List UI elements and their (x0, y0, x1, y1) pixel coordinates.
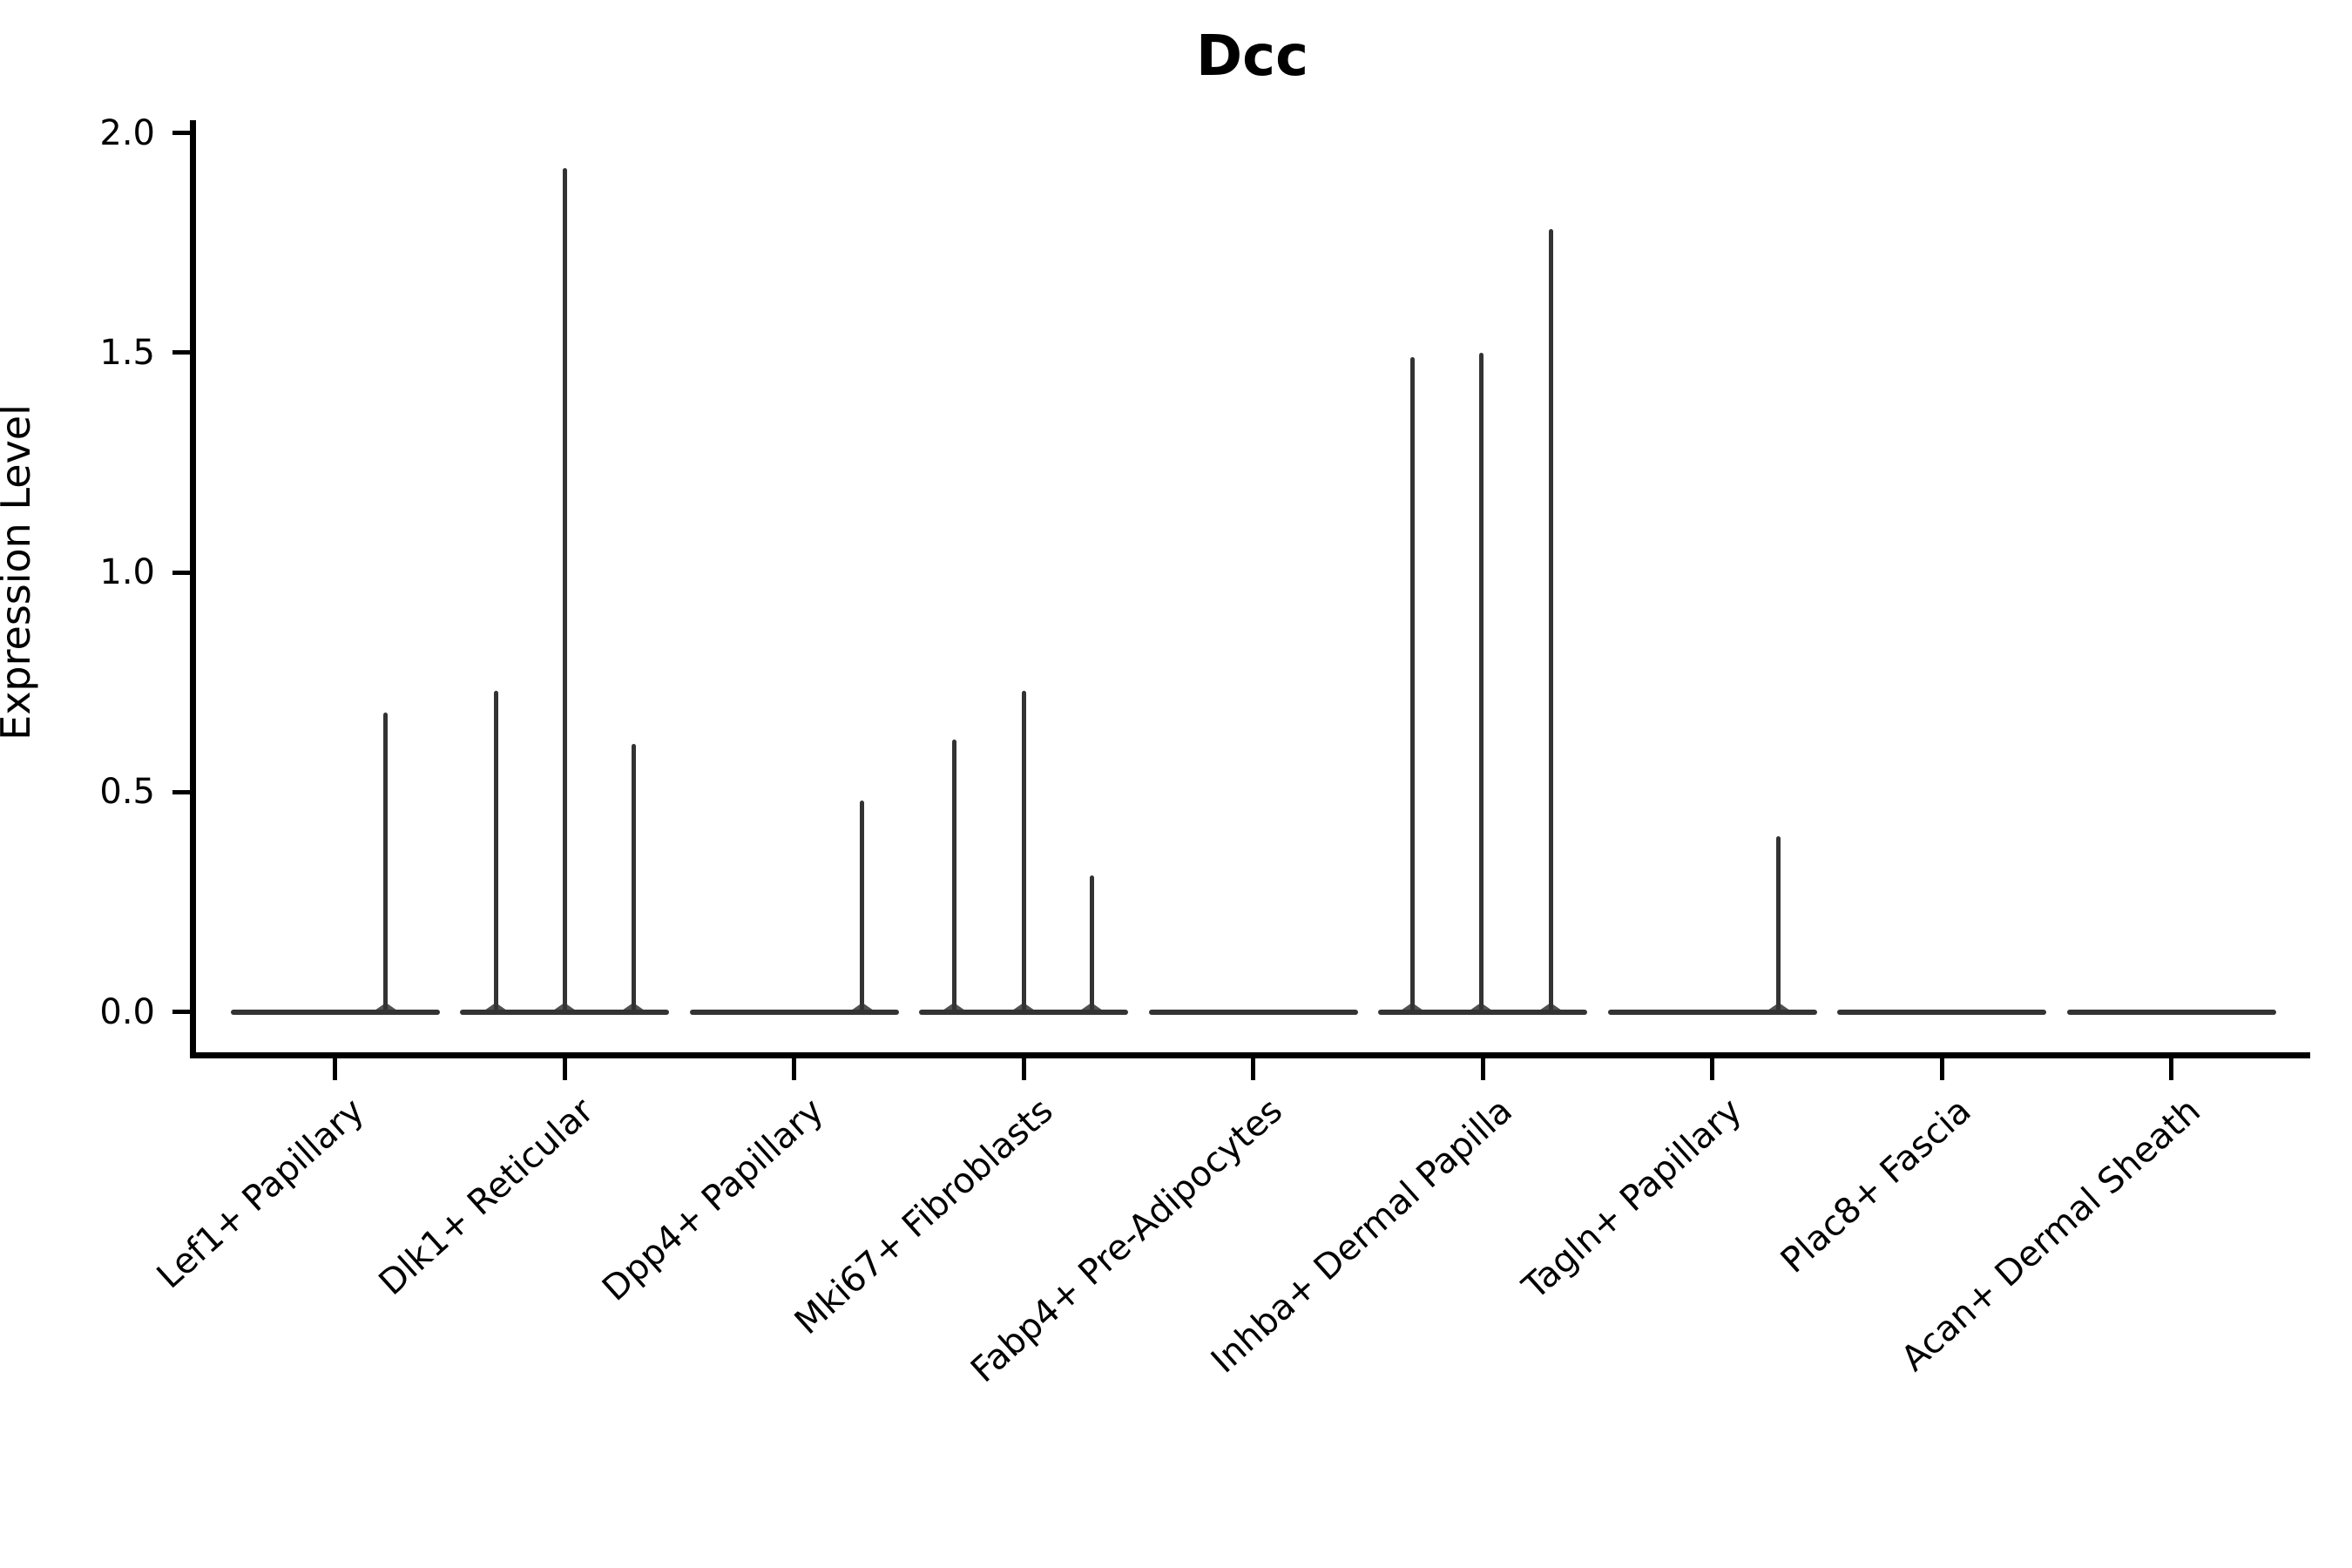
y-tick-label: 2.0 (99, 112, 155, 153)
violin-baseline (1837, 1009, 2046, 1015)
y-tick-mark (172, 131, 190, 135)
violin-baseline (1378, 1009, 1587, 1015)
violin-spike (860, 801, 864, 1012)
x-tick-label-1: Lef1+ Papillary (149, 1091, 373, 1297)
violin-spike (1776, 835, 1781, 1012)
x-tick-label-8: Plac8+ Fascia (1774, 1091, 1979, 1281)
y-tick-mark (172, 789, 190, 794)
violin-spike (631, 743, 636, 1012)
y-tick-label: 1.0 (99, 552, 155, 592)
x-tick-mark (1939, 1058, 1944, 1080)
x-tick-mark (1710, 1058, 1714, 1080)
violin-spike (1021, 691, 1026, 1012)
violin-spike (1478, 352, 1484, 1012)
x-tick-label-4: Mki67+ Fibroblasts (787, 1091, 1061, 1343)
y-tick-mark (172, 570, 190, 575)
violin-baseline (2066, 1009, 2276, 1015)
violin-spike (562, 167, 567, 1012)
y-tick-mark (172, 350, 190, 355)
x-tick-mark (1480, 1058, 1485, 1080)
violin-baseline (1148, 1009, 1358, 1015)
x-tick-mark (2169, 1058, 2173, 1080)
violin-spike (1409, 356, 1415, 1012)
y-tick-label: 0.0 (99, 991, 155, 1032)
y-axis-spine (190, 120, 196, 1058)
violin-spike (951, 739, 956, 1012)
violin-spike (1548, 229, 1553, 1012)
y-tick-label: 0.5 (99, 772, 155, 813)
violin-baseline (1607, 1009, 1817, 1015)
chart-title: Dcc (1196, 24, 1308, 89)
violin-baseline (230, 1009, 440, 1015)
x-tick-mark (792, 1058, 796, 1080)
y-tick-label: 1.5 (99, 332, 155, 373)
x-tick-mark (333, 1058, 337, 1080)
x-tick-label-7: Tagln+ Papillary (1515, 1091, 1750, 1308)
x-tick-label-3: Dpp4+ Papillary (595, 1091, 832, 1309)
x-axis-spine (190, 1052, 2310, 1058)
x-tick-mark (1021, 1058, 1026, 1080)
x-tick-mark (562, 1058, 567, 1080)
violin-baseline (460, 1009, 669, 1015)
x-tick-label-2: Dlk1+ Reticular (371, 1091, 602, 1304)
violin-spike (383, 713, 388, 1012)
violin-baseline (689, 1009, 899, 1015)
y-tick-mark (172, 1010, 190, 1014)
violin-spike (493, 691, 498, 1012)
violin-spike (1089, 875, 1094, 1012)
x-tick-mark (1251, 1058, 1255, 1080)
violin-baseline (919, 1009, 1128, 1015)
